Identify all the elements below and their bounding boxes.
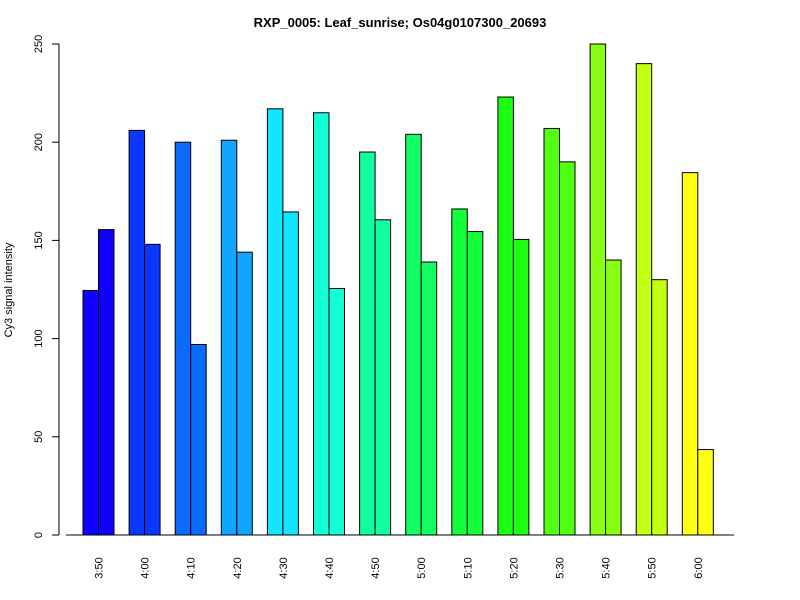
bar-5:40-1	[589, 43, 607, 536]
bar-5:00-1	[405, 133, 422, 536]
bar-4:10-1	[174, 141, 192, 536]
bar-4:40-1	[313, 112, 330, 536]
bar-3:50-2	[98, 229, 115, 536]
x-tick-label: 4:10	[186, 557, 198, 578]
bar-4:50-2	[374, 219, 392, 536]
y-tick-label: 200	[33, 133, 45, 151]
bar-5:10-1	[451, 208, 468, 536]
x-tick-label: 3:50	[94, 557, 106, 578]
x-tick-label: 5:50	[647, 557, 659, 578]
bar-4:30-1	[266, 108, 284, 536]
bar-5:10-2	[466, 231, 484, 536]
bar-4:40-2	[328, 288, 345, 536]
y-tick-label: 0	[33, 532, 45, 538]
x-tick-label: 5:20	[508, 557, 520, 578]
x-tick-label: 4:30	[278, 557, 290, 578]
y-tick-label: 250	[33, 35, 45, 53]
bar-6:00-1	[681, 172, 699, 536]
x-tick-label: 5:10	[462, 557, 474, 578]
bar-4:30-2	[282, 211, 299, 536]
bar-5:40-2	[605, 259, 622, 536]
bar-4:20-1	[220, 139, 238, 536]
bars	[82, 43, 714, 536]
bar-5:20-1	[497, 96, 514, 536]
bar-3:50-1	[82, 289, 99, 536]
x-tick-label: 5:30	[555, 557, 567, 578]
bar-4:20-2	[236, 251, 253, 536]
x-tick-label: 5:40	[601, 557, 613, 578]
x-tick-label: 4:00	[140, 557, 152, 578]
bar-5:50-2	[651, 279, 668, 536]
y-axis-label: Cy3 signal intensity	[3, 242, 15, 337]
x-tick-label: 4:40	[324, 557, 336, 578]
bar-5:20-2	[512, 238, 530, 536]
bar-4:50-1	[359, 151, 376, 536]
y-tick-label: 150	[33, 231, 45, 249]
x-tick-label: 5:00	[416, 557, 428, 578]
bar-5:30-2	[559, 161, 576, 536]
bar-4:10-2	[190, 343, 207, 536]
bar-4:00-2	[144, 243, 161, 536]
chart-title: RXP_0005: Leaf_sunrise; Os04g0107300_206…	[254, 15, 547, 30]
bar-4:00-1	[128, 129, 146, 536]
bar-5:50-1	[635, 63, 653, 536]
y-tick-label: 100	[33, 329, 45, 347]
bar-6:00-2	[697, 449, 714, 536]
bar-5:00-2	[420, 261, 438, 536]
y-tick-label: 50	[33, 431, 45, 443]
bar-5:30-1	[543, 127, 560, 536]
x-tick-labels: 3:50 4:00 4:10 4:20 4:30 4:40 4:50 5:00 5:10 5:20…	[94, 557, 705, 578]
x-tick-label: 6:00	[693, 557, 705, 578]
x-tick-label: 4:20	[232, 557, 244, 578]
y-ticks: 0 50 100 150 200 250	[33, 35, 59, 538]
x-tick-label: 4:50	[370, 557, 382, 578]
